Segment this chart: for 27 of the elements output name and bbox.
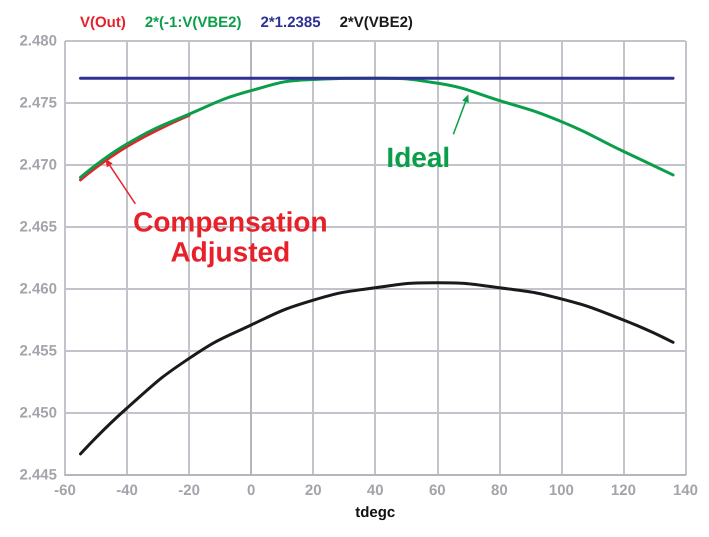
y-tick-label: 2.480 — [19, 32, 57, 50]
y-tick-label: 2.455 — [19, 342, 57, 360]
line-series — [79, 281, 675, 456]
x-tick-label: 40 — [366, 482, 384, 499]
x-tick-label: 0 — [246, 482, 256, 499]
x-axis-title: tdegc — [355, 504, 396, 521]
x-tick-label: -20 — [178, 482, 200, 499]
y-tick-label: 2.475 — [19, 94, 57, 112]
x-tick-label: 120 — [610, 482, 636, 499]
text: 2*V(VBE2) — [340, 14, 413, 31]
x-tick-label: 20 — [304, 482, 322, 499]
y-tick-label: 2.450 — [19, 404, 57, 422]
x-tick-label: -40 — [116, 482, 138, 499]
annotation: Compensation Adjusted — [133, 206, 328, 268]
x-tick-label: 60 — [428, 482, 446, 499]
text: 2*1.2385 — [260, 14, 321, 31]
x-tick-label: 100 — [548, 482, 574, 499]
y-tick-label: 2.465 — [19, 218, 57, 236]
text: V(Out) — [80, 14, 126, 31]
text: 2*(-1:V(VBE2) — [144, 14, 242, 31]
y-tick-label: 2.445 — [19, 466, 57, 484]
y-tick-label: 2.460 — [19, 280, 57, 298]
x-tick-label: 80 — [490, 482, 508, 499]
annotation: Ideal — [386, 142, 450, 173]
x-tick-label: 140 — [672, 482, 698, 499]
y-tick-label: 2.470 — [19, 156, 57, 174]
x-tick-label: -60 — [54, 482, 76, 499]
